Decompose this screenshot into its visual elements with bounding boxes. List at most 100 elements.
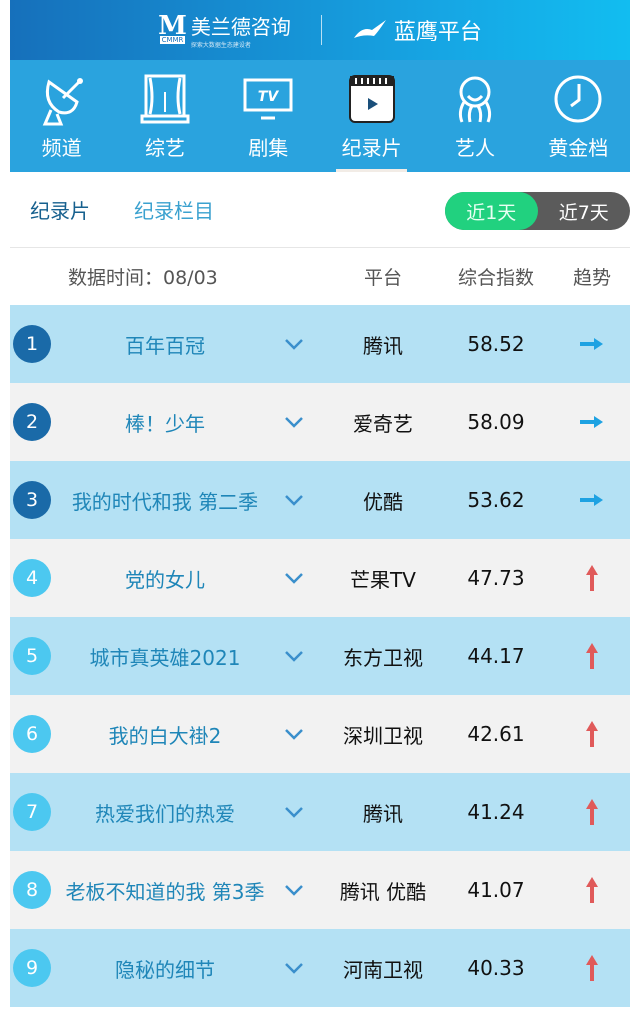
nav-item-2[interactable]: TV 剧集 <box>217 60 320 172</box>
app-header: M CMMR 美兰德咨询 探索大数据生态建设者 蓝鹰平台 <box>10 0 630 60</box>
meilande-logo: M CMMR 美兰德咨询 探索大数据生态建设者 <box>158 11 291 49</box>
rank-badge: 1 <box>13 325 51 363</box>
nav-label: 频道 <box>41 136 82 160</box>
nav-label: 黄金档 <box>548 136 609 160</box>
show-title[interactable]: 我的时代和我 第二季 <box>71 489 259 514</box>
nav-item-4[interactable]: 艺人 <box>423 60 526 172</box>
chevron-down-icon[interactable] <box>282 332 306 356</box>
score: 42.61 <box>467 722 525 746</box>
range-1-day[interactable]: 近1天 <box>445 192 538 230</box>
svg-text:TV: TV <box>258 89 280 105</box>
chevron-down-icon[interactable] <box>282 956 306 980</box>
chevron-down-icon[interactable] <box>282 410 306 434</box>
arrow-right-icon <box>580 416 603 428</box>
arrow-up-icon <box>586 955 598 981</box>
nav-item-3[interactable]: 纪录片 <box>320 60 423 172</box>
nav-label: 艺人 <box>454 136 495 160</box>
table-row[interactable]: 7 热爱我们的热爱 腾讯 41.24 <box>10 773 630 851</box>
table-row[interactable]: 9 隐秘的细节 河南卫视 40.33 <box>10 929 630 1007</box>
trend <box>570 798 614 826</box>
score: 47.73 <box>467 566 525 590</box>
chevron-down-icon[interactable] <box>282 488 306 512</box>
chevron-down-icon[interactable] <box>282 644 306 668</box>
trend <box>570 330 614 358</box>
score: 40.33 <box>467 956 525 980</box>
platform: 芒果TV <box>350 567 416 592</box>
nav-item-1[interactable]: 综艺 <box>113 60 216 172</box>
show-title[interactable]: 隐秘的细节 <box>115 957 215 982</box>
video-clapper-icon <box>348 75 395 123</box>
platform: 深圳卫视 <box>343 723 423 748</box>
col-trend: 趋势 <box>572 267 611 289</box>
data-time: 数据时间：08/03 <box>68 267 218 289</box>
chevron-down-icon[interactable] <box>282 878 306 902</box>
arrow-up-icon <box>586 721 598 747</box>
show-title[interactable]: 老板不知道的我 第3季 <box>65 879 265 904</box>
table-row[interactable]: 6 我的白大褂2 深圳卫视 42.61 <box>10 695 630 773</box>
show-title[interactable]: 百年百冠 <box>125 333 205 358</box>
score: 41.07 <box>467 878 525 902</box>
trend <box>570 486 614 514</box>
tv-icon: TV <box>243 78 293 120</box>
artist-icon <box>458 76 492 123</box>
lanying-logo: 蓝鹰平台 <box>352 14 482 46</box>
table-row[interactable]: 1 百年百冠 腾讯 58.52 <box>10 305 630 383</box>
divider <box>320 15 322 45</box>
col-platform: 平台 <box>363 267 402 289</box>
arrow-right-icon <box>580 338 603 350</box>
chevron-down-icon[interactable] <box>282 566 306 590</box>
nav-label: 剧集 <box>248 136 289 160</box>
table-row[interactable]: 2 棒！少年 爱奇艺 58.09 <box>10 383 630 461</box>
show-title[interactable]: 棒！少年 <box>125 411 205 436</box>
platform: 优酷 <box>363 489 403 514</box>
table-row[interactable]: 4 党的女儿 芒果TV 47.73 <box>10 539 630 617</box>
table-row[interactable]: 3 我的时代和我 第二季 优酷 53.62 <box>10 461 630 539</box>
score: 41.24 <box>467 800 525 824</box>
platform: 腾讯 <box>363 801 403 826</box>
table-row[interactable]: 8 老板不知道的我 第3季 腾讯 优酷 41.07 <box>10 851 630 929</box>
category-nav: 频道 综艺 TV 剧集 纪录片 艺人 黄金档 <box>10 60 630 172</box>
range-7-days[interactable]: 近7天 <box>558 201 609 224</box>
score: 58.09 <box>467 410 525 434</box>
show-title[interactable]: 热爱我们的热爱 <box>95 801 235 826</box>
platform: 腾讯 优酷 <box>339 879 427 904</box>
show-title[interactable]: 我的白大褂2 <box>108 723 222 748</box>
platform: 河南卫视 <box>343 957 423 982</box>
col-score: 综合指数 <box>457 267 534 289</box>
satellite-dish-icon <box>42 78 83 126</box>
trend <box>570 954 614 982</box>
tab-documentary-column[interactable]: 纪录栏目 <box>134 199 214 223</box>
rank-badge: 6 <box>13 715 51 753</box>
show-title[interactable]: 党的女儿 <box>125 567 205 592</box>
arrow-up-icon <box>586 643 598 669</box>
score: 53.62 <box>467 488 525 512</box>
show-title[interactable]: 城市真英雄2021 <box>89 645 241 670</box>
rank-badge: 9 <box>13 949 51 987</box>
chevron-down-icon[interactable] <box>282 800 306 824</box>
arrow-up-icon <box>586 877 598 903</box>
trend <box>570 408 614 436</box>
table-row[interactable]: 5 城市真英雄2021 东方卫视 44.17 <box>10 617 630 695</box>
rank-badge: 8 <box>13 871 51 909</box>
nav-label: 纪录片 <box>341 136 402 160</box>
trend <box>570 642 614 670</box>
rank-badge: 3 <box>13 481 51 519</box>
score: 44.17 <box>467 644 525 668</box>
rank-badge: 2 <box>13 403 51 441</box>
tab-documentary[interactable]: 纪录片 <box>30 199 90 223</box>
trend <box>570 720 614 748</box>
score: 58.52 <box>467 332 525 356</box>
table-header: 数据时间：08/03 平台 综合指数 趋势 <box>10 248 630 305</box>
nav-item-0[interactable]: 频道 <box>10 60 113 172</box>
eagle-icon <box>353 20 386 38</box>
platform: 腾讯 <box>363 333 403 358</box>
chevron-down-icon[interactable] <box>282 722 306 746</box>
nav-item-5[interactable]: 黄金档 <box>527 60 630 172</box>
range-toggle: 近1天 近7天 <box>445 192 630 230</box>
platform: 爱奇艺 <box>353 411 413 436</box>
platform: 东方卫视 <box>343 645 423 670</box>
rank-badge: 5 <box>13 637 51 675</box>
arrow-right-icon <box>580 494 603 506</box>
arrow-up-icon <box>586 565 598 591</box>
trend <box>570 876 614 904</box>
